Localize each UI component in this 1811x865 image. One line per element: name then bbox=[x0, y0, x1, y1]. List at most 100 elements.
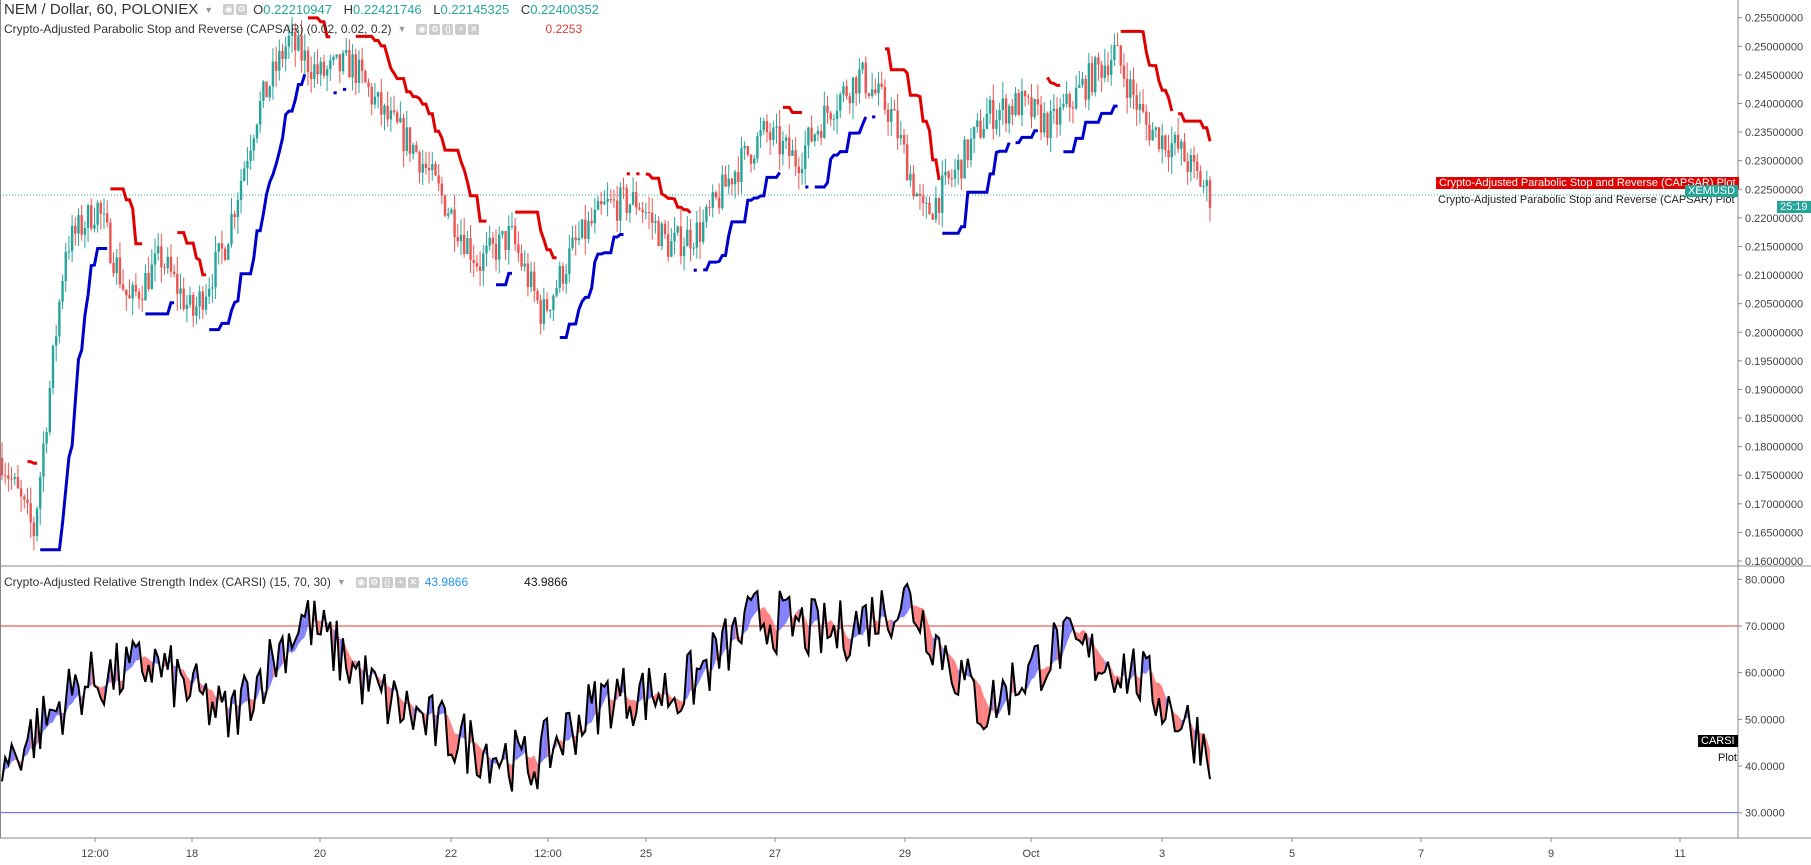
candle-body bbox=[1148, 124, 1151, 141]
candle-body bbox=[32, 522, 36, 537]
gear-icon[interactable]: ⚙ bbox=[429, 23, 441, 35]
candle-body bbox=[1087, 63, 1091, 100]
eye-icon[interactable]: ◉ bbox=[355, 576, 367, 588]
capsar-blue-segment bbox=[703, 171, 781, 272]
source-icon[interactable]: {} bbox=[381, 576, 393, 588]
close-icon[interactable]: ✕ bbox=[468, 23, 480, 35]
candle-body bbox=[730, 178, 734, 185]
carsi-title[interactable]: Crypto-Adjusted Relative Strength Index … bbox=[4, 575, 331, 589]
carsi-fill bbox=[186, 676, 191, 701]
candle-body bbox=[354, 54, 357, 83]
source-icon[interactable]: {} bbox=[442, 23, 454, 35]
chevron-down-icon[interactable]: ▼ bbox=[397, 24, 407, 34]
gear-icon[interactable]: ⚙ bbox=[236, 4, 248, 15]
candle-body bbox=[702, 221, 705, 242]
capsar-blue-segment bbox=[1063, 104, 1118, 154]
carsi-fill bbox=[811, 599, 815, 627]
candle-body bbox=[864, 62, 867, 94]
close-icon[interactable]: ✕ bbox=[407, 576, 419, 588]
carsi-fill bbox=[566, 712, 570, 741]
eye-icon[interactable]: ◉ bbox=[416, 23, 428, 35]
carsi-axis-tag: CARSI bbox=[1698, 735, 1738, 747]
candle-body bbox=[615, 200, 619, 221]
candle-body bbox=[995, 120, 998, 129]
symbol-label[interactable]: NEM / Dollar, 60, POLONIEX bbox=[4, 1, 199, 18]
more-icon[interactable]: + bbox=[455, 23, 467, 35]
carsi-fill bbox=[712, 632, 716, 670]
candle-body bbox=[274, 61, 278, 71]
candle-body bbox=[957, 159, 960, 170]
candle-body bbox=[1176, 134, 1180, 149]
candle-body bbox=[1164, 135, 1167, 151]
candle-body bbox=[584, 219, 587, 240]
candle-body bbox=[1157, 127, 1161, 150]
series-controls[interactable]: ◉ ⚙ bbox=[223, 4, 248, 15]
gear-icon[interactable]: ⚙ bbox=[368, 576, 380, 588]
candle-body bbox=[1135, 94, 1138, 110]
carsi-fill bbox=[269, 639, 273, 688]
candle-body bbox=[1141, 103, 1145, 112]
candle-body bbox=[1055, 108, 1059, 125]
price-tick-label: 0.17000000 bbox=[1745, 499, 1803, 511]
candle-body bbox=[609, 199, 612, 201]
candle-body bbox=[915, 193, 918, 197]
candle-body bbox=[265, 81, 268, 98]
carsi-series bbox=[1, 581, 1211, 792]
carsi-fill bbox=[843, 628, 847, 660]
candle-body bbox=[411, 144, 415, 154]
candle-body bbox=[552, 295, 555, 311]
time-tick-label: 9 bbox=[1548, 848, 1554, 860]
chevron-down-icon[interactable]: ▼ bbox=[204, 4, 214, 15]
carsi-fill bbox=[1031, 646, 1035, 680]
candle-body bbox=[510, 225, 514, 227]
carsi-fill bbox=[515, 729, 519, 761]
candle-body bbox=[13, 477, 16, 479]
candle-body bbox=[934, 197, 938, 220]
candle-body bbox=[953, 169, 957, 179]
more-icon[interactable]: + bbox=[394, 576, 406, 588]
candle-body bbox=[574, 237, 577, 241]
candle-body bbox=[689, 229, 692, 249]
capsar-price-tag-2: Crypto-Adjusted Parabolic Stop and Rever… bbox=[1438, 194, 1735, 206]
candle-body bbox=[909, 173, 912, 181]
candle-body bbox=[1046, 113, 1049, 139]
candle-body bbox=[233, 214, 236, 218]
candle-body bbox=[800, 168, 804, 174]
time-tick-label: 25 bbox=[640, 848, 652, 860]
candle-body bbox=[192, 294, 195, 316]
capsar-controls[interactable]: ◉ ⚙{} + ✕ bbox=[416, 23, 480, 35]
price-tick-label: 0.21500000 bbox=[1745, 241, 1803, 253]
candle-body bbox=[660, 223, 663, 247]
candle-body bbox=[469, 238, 472, 260]
candle-body bbox=[603, 201, 606, 205]
capsar-red-segment bbox=[355, 34, 487, 223]
candle-body bbox=[10, 478, 13, 480]
candle-body bbox=[399, 117, 402, 123]
capsar-title[interactable]: Crypto-Adjusted Parabolic Stop and Rever… bbox=[4, 22, 392, 36]
carsi-fill bbox=[980, 686, 984, 730]
capsar-blue-segment bbox=[145, 301, 175, 316]
chevron-down-icon[interactable]: ▼ bbox=[336, 577, 346, 587]
candle-body bbox=[979, 120, 982, 138]
candle-body bbox=[1036, 99, 1040, 105]
candle-body bbox=[1020, 91, 1024, 115]
candle-body bbox=[195, 306, 198, 316]
eye-icon[interactable]: ◉ bbox=[223, 4, 235, 15]
carsi-fill bbox=[1041, 668, 1045, 691]
candle-body bbox=[695, 222, 699, 248]
candle-body bbox=[163, 267, 166, 269]
candle-body bbox=[1062, 103, 1065, 108]
price-tick-label: 0.20000000 bbox=[1745, 327, 1803, 339]
carsi-controls[interactable]: ◉ ⚙{} + ✕ bbox=[355, 576, 419, 588]
candle-body bbox=[985, 113, 989, 129]
candle-body bbox=[501, 231, 504, 235]
candle-body bbox=[357, 59, 361, 83]
candle-body bbox=[529, 271, 533, 287]
candle-body bbox=[921, 195, 925, 204]
candle-body bbox=[1033, 99, 1036, 118]
price-tick-label: 0.18500000 bbox=[1745, 413, 1803, 425]
candle-body bbox=[115, 257, 118, 274]
carsi-fill bbox=[722, 618, 726, 655]
candle-body bbox=[112, 262, 115, 274]
